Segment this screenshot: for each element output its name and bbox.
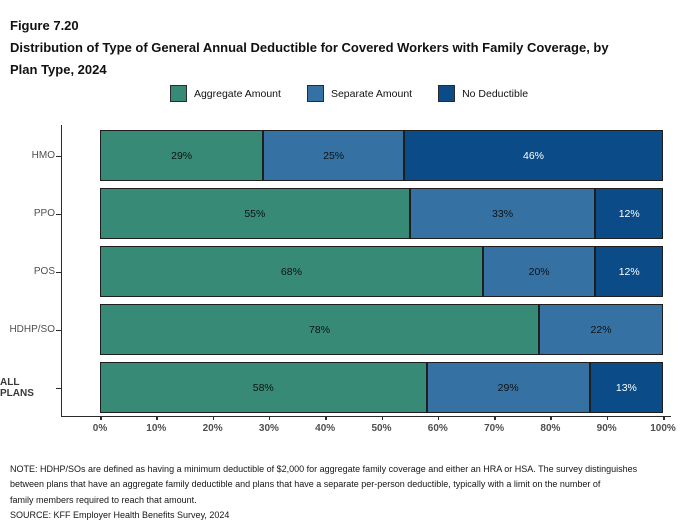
legend-label: Aggregate Amount <box>193 87 281 100</box>
x-axis-tick <box>156 416 158 420</box>
x-axis-tick-label: 20% <box>202 423 223 434</box>
bar-segment: 33% <box>409 188 596 239</box>
bar-segment: 25% <box>263 130 405 181</box>
bar-segment: 58% <box>100 362 427 413</box>
x-axis-tick <box>663 416 665 420</box>
bar-segment: 29% <box>426 362 590 413</box>
x-axis-tick-label: 90% <box>596 423 617 434</box>
chart-legend: Aggregate Amount Separate Amount No Deduct… <box>0 85 698 102</box>
x-axis-tick-label: 50% <box>371 423 392 434</box>
x-axis-tick-label: 10% <box>146 423 167 434</box>
bar-row: 68% 20% 12% <box>100 246 663 297</box>
bar-segment: 22% <box>539 304 663 355</box>
bar-segment: 55% <box>100 188 410 239</box>
legend-swatch <box>169 85 187 102</box>
figure-title: Distribution of Type of General Annual D… <box>10 40 609 77</box>
x-axis-tick <box>437 416 440 420</box>
bar-row: 78% 22% <box>100 304 663 355</box>
y-axis-label: ALL PLANS <box>0 376 34 399</box>
bar-segment: 29% <box>100 130 264 181</box>
bar-segment-label: 29% <box>497 381 519 394</box>
bar-segment-label: 13% <box>615 381 637 394</box>
bar-segment-label: 46% <box>522 149 544 162</box>
legend-item: Aggregate Amount <box>169 85 281 102</box>
bar-segment: 13% <box>589 362 663 413</box>
bar-segment: 20% <box>482 246 596 297</box>
y-axis-tick <box>56 213 61 215</box>
chart-note: NOTE: HDHP/SOs are defined as having a m… <box>10 464 638 505</box>
y-axis-label: HDHP/SO <box>9 324 55 335</box>
x-axis-tick <box>494 416 496 420</box>
bar-segment-label: 12% <box>618 265 640 278</box>
y-axis-tick <box>56 271 61 273</box>
x-axis-tick <box>606 416 609 420</box>
x-axis-tick-label: 100% <box>650 423 676 434</box>
figure-header: Figure 7.20 Distribution of Type of Gene… <box>10 15 625 81</box>
x-axis-tick <box>212 416 215 420</box>
x-axis-tick-label: 0% <box>92 423 108 434</box>
x-axis-tick-label: 80% <box>540 423 561 434</box>
bar-segment-label: 33% <box>492 207 514 220</box>
x-axis-tick-label: 60% <box>427 423 448 434</box>
chart-source: SOURCE: KFF Employer Health Benefits Sur… <box>10 509 230 520</box>
y-axis-label: PPO <box>33 208 55 219</box>
bars-area: 29% 25% 46% 55% 33% 12% 68% 20% 12% 78% 22% 58% 29% 1… <box>100 130 663 413</box>
bar-segment: 78% <box>100 304 540 355</box>
x-axis-tick <box>268 416 271 420</box>
x-axis-tick <box>100 416 102 420</box>
y-axis-tick <box>56 329 61 331</box>
legend-label: No Deductible <box>462 87 529 100</box>
plot-panel <box>61 125 671 417</box>
bar-segment-label: 12% <box>618 207 640 220</box>
x-axis-tick-label: 70% <box>484 423 505 434</box>
bar-segment-label: 25% <box>323 149 345 162</box>
x-axis-tick-label: 30% <box>258 423 279 434</box>
legend-swatch <box>306 85 324 102</box>
bar-segment-label: 20% <box>528 265 550 278</box>
bar-segment-label: 68% <box>280 265 302 278</box>
y-axis-label: HMO <box>31 150 55 161</box>
bar-segment-label: 22% <box>590 323 612 336</box>
figure-footer: NOTE: HDHP/SOs are defined as having a m… <box>10 462 690 523</box>
bar-segment: 46% <box>404 130 663 181</box>
bar-segment-label: 58% <box>252 381 274 394</box>
x-axis-tick <box>325 416 327 420</box>
x-axis-tick <box>381 416 383 420</box>
bar-segment: 12% <box>595 188 663 239</box>
bar-row: 29% 25% 46% <box>100 130 663 181</box>
legend-label: Separate Amount <box>330 87 413 100</box>
y-axis-label: POS <box>33 266 55 277</box>
figure-number: Figure 7.20 <box>10 18 79 33</box>
y-axis-tick <box>56 155 61 157</box>
legend-swatch <box>438 85 456 102</box>
x-axis-tick-label: 40% <box>315 423 336 434</box>
y-axis-tick <box>56 387 61 389</box>
legend-item: No Deductible <box>438 85 528 102</box>
legend-item: Separate Amount <box>306 85 413 102</box>
bar-segment: 68% <box>100 246 483 297</box>
bar-segment: 12% <box>595 246 663 297</box>
bar-segment-label: 55% <box>244 207 266 220</box>
bar-row: 58% 29% 13% <box>100 362 663 413</box>
bar-segment-label: 78% <box>309 323 331 336</box>
bar-segment-label: 29% <box>171 149 193 162</box>
x-axis-tick <box>550 416 552 420</box>
bar-row: 55% 33% 12% <box>100 188 663 239</box>
